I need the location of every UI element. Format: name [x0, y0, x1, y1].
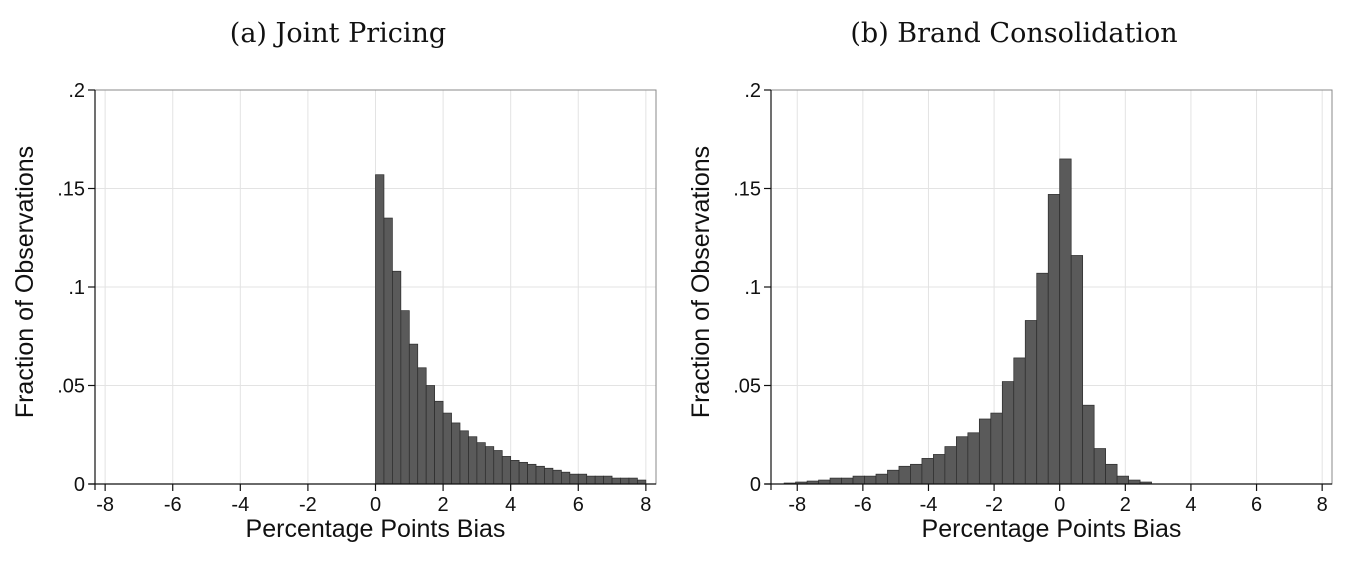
histogram-bar	[978, 418, 992, 485]
histogram-bar	[1059, 158, 1072, 485]
histogram-bar	[594, 475, 604, 485]
histogram-bar	[451, 422, 461, 485]
histogram-bar	[990, 412, 1003, 485]
histogram-bar	[1116, 475, 1129, 485]
histogram-bar	[484, 446, 495, 485]
histogram-bar	[1093, 448, 1106, 485]
histogram-bar	[392, 270, 402, 485]
histogram-bar	[442, 412, 452, 485]
histogram-bar	[459, 430, 469, 485]
histogram-bar	[944, 446, 957, 485]
histogram-bar	[434, 400, 444, 485]
histogram-bar	[967, 432, 980, 485]
y-tick-label: .2	[68, 80, 85, 102]
histogram-bar	[501, 456, 512, 485]
histogram-bar	[1013, 357, 1026, 485]
histogram-bar	[408, 343, 419, 485]
histogram-bar	[577, 473, 588, 485]
histogram-bar	[518, 461, 528, 485]
y-axis-label: Fraction of Observations	[687, 146, 715, 418]
x-axis-label: Percentage Points Bias	[246, 515, 506, 543]
histogram-bar	[1105, 463, 1118, 485]
histogram-bar	[1047, 194, 1061, 485]
y-tick-label: .2	[744, 80, 761, 102]
x-tick-label: -6	[164, 494, 182, 516]
histogram-bar	[603, 475, 613, 485]
y-tick-label: 0	[750, 474, 761, 496]
x-tick-label: -2	[985, 494, 1003, 516]
histogram-bar	[561, 471, 571, 485]
y-tick-label: .15	[733, 179, 761, 201]
histogram-bar	[586, 475, 596, 485]
histogram-bar	[841, 477, 854, 485]
histogram-bar	[493, 450, 503, 485]
histogram-bar	[510, 460, 520, 485]
histogram-bar	[425, 385, 435, 485]
x-tick-label: -8	[788, 494, 806, 516]
histogram-bar	[852, 475, 865, 485]
x-tick-label: 4	[505, 494, 516, 516]
y-axis-label: Fraction of Observations	[11, 146, 39, 418]
histogram-bar	[628, 477, 638, 485]
histogram-bar	[400, 310, 410, 485]
x-tick-label: 8	[1317, 494, 1328, 516]
histogram-bar	[476, 442, 486, 485]
histogram-bar	[921, 458, 934, 485]
histogram-bar	[569, 473, 579, 485]
histogram-bar	[887, 469, 900, 485]
histogram-bar	[875, 473, 888, 485]
histogram-bar	[910, 463, 923, 485]
x-tick-label: 8	[640, 494, 651, 516]
histogram-bar	[898, 465, 911, 485]
panel-title: (b) Brand Consolidation	[850, 18, 1178, 49]
histogram-bar	[620, 477, 630, 485]
histogram-bar	[383, 217, 393, 485]
x-tick-label: -4	[920, 494, 938, 516]
y-tick-label: .1	[68, 277, 85, 299]
panel-brand-consolidation: (b) Brand Consolidation -8 -6 -4 -2 0 2 4 6 8 0 .0…	[676, 0, 1352, 562]
histogram-bar	[1001, 381, 1015, 485]
histogram-joint-pricing: -8 -6 -4 -2 0 2 4 6 8 0 .05 .1 .15 .2 Percentage Point…	[11, 80, 657, 543]
x-tick-label: 0	[1054, 494, 1065, 516]
x-tick-label: -2	[299, 494, 317, 516]
y-tick-label: .05	[57, 376, 85, 398]
x-tick-label: -8	[96, 494, 114, 516]
x-tick-label: 4	[1185, 494, 1196, 516]
x-axis-label: Percentage Points Bias	[922, 515, 1182, 543]
x-tick-label: 0	[370, 494, 381, 516]
y-tick-label: 0	[74, 474, 85, 496]
histogram-bar	[544, 467, 554, 485]
histogram-bar	[1024, 320, 1038, 485]
x-tick-label: 6	[1251, 494, 1262, 516]
x-tick-label: 6	[573, 494, 584, 516]
histogram-bar	[864, 475, 877, 485]
panel-title: (a) Joint Pricing	[229, 18, 447, 49]
histogram-brand-consolidation: -8 -6 -4 -2 0 2 4 6 8 0 .05 .1 .15 .2 Percentage Point…	[687, 80, 1333, 543]
histogram-bar	[611, 477, 621, 485]
y-tick-label: .15	[57, 179, 85, 201]
histogram-bar	[468, 436, 478, 485]
histogram-bar	[417, 367, 427, 485]
x-tick-label: 2	[1120, 494, 1131, 516]
histogram-bar	[375, 174, 385, 485]
histogram-bar	[829, 477, 842, 485]
histogram-bar	[1070, 255, 1084, 485]
histogram-bar	[1082, 404, 1095, 485]
histogram-bar	[552, 469, 562, 485]
x-tick-label: 2	[438, 494, 449, 516]
y-tick-label: .1	[744, 277, 761, 299]
histogram-bar	[1036, 272, 1049, 485]
histogram-bar	[933, 454, 946, 485]
histogram-bar	[535, 465, 545, 485]
x-tick-label: -6	[854, 494, 872, 516]
histogram-bar	[956, 436, 969, 485]
panel-joint-pricing: (a) Joint Pricing -8 -6 -4 -2 0 2 4 6 8 0 .05 .1 .15…	[11, 18, 657, 543]
x-tick-label: -4	[231, 494, 249, 516]
histogram-bar	[527, 463, 537, 485]
y-tick-label: .05	[733, 376, 761, 398]
